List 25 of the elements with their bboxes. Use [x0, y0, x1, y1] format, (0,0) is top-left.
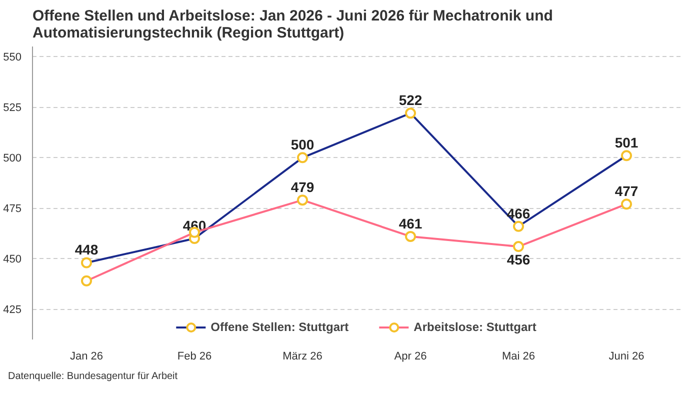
- y-tick-label: 500: [3, 152, 22, 165]
- data-label: 461: [398, 215, 422, 232]
- data-label: 500: [290, 136, 314, 153]
- y-tick-label: 475: [3, 203, 22, 216]
- data-label: 501: [614, 134, 638, 151]
- data-label: 477: [614, 183, 638, 200]
- legend-label: Arbeitslose: Stuttgart: [414, 320, 536, 334]
- x-tick-label: Mai 26: [502, 350, 536, 362]
- chart-title: Offene Stellen und Arbeitslose: Jan 2026 - Juni 2026 für Mechatronik und Automatisierungstechnik (Region Stuttgart): [32, 8, 553, 42]
- y-tick-label: 550: [3, 52, 22, 64]
- y-tick-label: 525: [3, 102, 22, 114]
- data-label: 448: [74, 242, 98, 258]
- x-tick-label: Feb 26: [177, 350, 212, 362]
- data-label: 522: [398, 92, 422, 108]
- text: Datenquelle: Bundesagentur für Arbeit: [8, 370, 178, 384]
- legend-label: Offene Stellen: Stuttgart: [210, 320, 349, 334]
- x-tick-label: Apr 26: [394, 350, 427, 362]
- data-label: 456: [506, 252, 530, 268]
- x-tick-label: Jan 26: [70, 350, 104, 362]
- data-label: 466: [506, 205, 530, 222]
- y-tick-label: 450: [3, 254, 22, 266]
- x-tick-label: Juni 26: [608, 350, 644, 362]
- y-tick-label: 425: [3, 304, 22, 316]
- x-tick-label: März 26: [282, 350, 322, 362]
- data-label: 479: [290, 179, 314, 196]
